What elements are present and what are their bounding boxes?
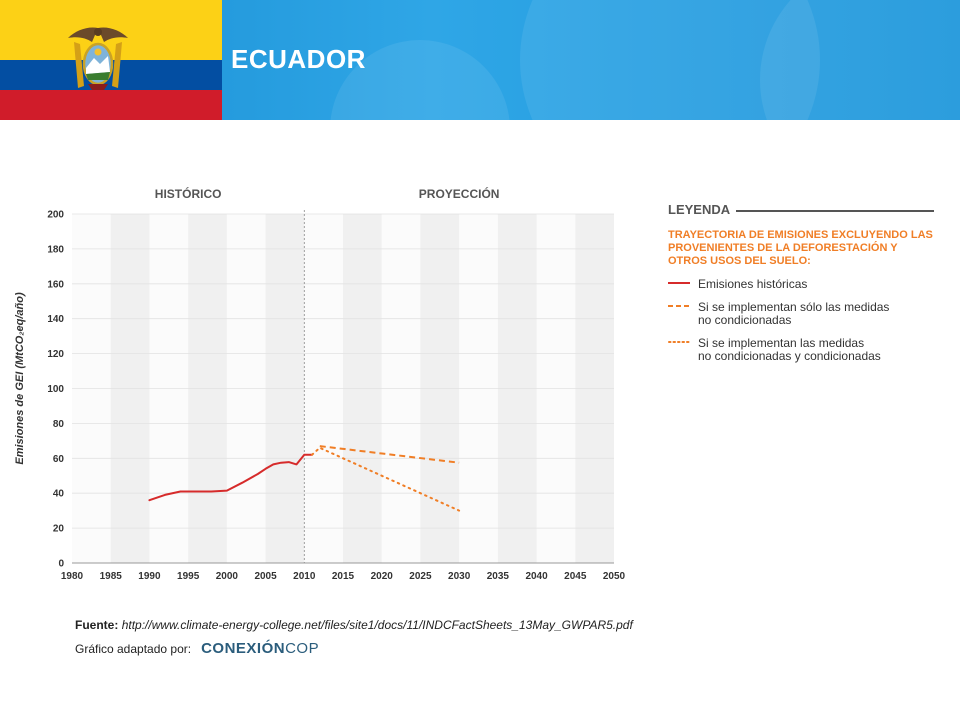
section-labels: HISTÓRICO PROYECCIÓN — [155, 186, 500, 201]
legend-swatch-solid — [668, 282, 690, 284]
x-tick-label: 2050 — [603, 571, 626, 582]
legend-item-historic: Emisiones históricas — [668, 278, 934, 291]
x-tick-label: 2025 — [409, 571, 432, 582]
legend-swatch-dashed — [668, 305, 690, 307]
x-tick-label: 1995 — [177, 571, 200, 582]
y-axis-ticks: 0 20 40 60 80 100 120 140 160 180 200 — [47, 210, 64, 570]
y-tick-label: 0 — [58, 559, 64, 570]
header-banner: ECUADOR — [0, 0, 960, 120]
decor-bubble — [520, 0, 820, 120]
brand-light: COP — [285, 640, 320, 657]
source-url[interactable]: http://www.climate-energy-college.net/fi… — [121, 618, 633, 632]
legend-title: LEYENDA — [668, 202, 934, 217]
y-tick-label: 80 — [53, 419, 65, 430]
brand-bold: CONEXIÓN — [201, 640, 286, 657]
country-title: ECUADOR — [231, 44, 366, 74]
y-tick-label: 180 — [47, 244, 64, 255]
x-tick-label: 2020 — [371, 571, 394, 582]
legend-item-label: Si se implementan sólo las medidas — [698, 300, 890, 314]
series-layer — [148, 445, 461, 512]
x-tick-label: 1980 — [61, 571, 84, 582]
y-axis-label: Emisiones de GEI (MtCO₂eq/año) — [14, 292, 26, 465]
section-label: HISTÓRICO — [155, 186, 222, 201]
y-tick-label: 140 — [47, 314, 64, 325]
x-tick-label: 2010 — [293, 571, 316, 582]
legend-item-unconditional: Si se implementan sólo las medidas no co… — [668, 301, 934, 327]
legend-item-conditional: Si se implementan las medidas no condici… — [668, 337, 934, 363]
emissions-chart: HISTÓRICO PROYECCIÓN 0 20 40 60 80 100 120 140 16… — [10, 180, 640, 590]
series-line-1 — [319, 445, 460, 464]
y-tick-label: 40 — [53, 489, 65, 500]
y-tick-label: 200 — [47, 210, 64, 221]
legend-title-rule — [736, 209, 934, 212]
legend-item-label: Si se implementan las medidas — [698, 336, 865, 350]
legend-item-label: no condicionadas — [698, 313, 792, 327]
coat-of-arms-icon — [68, 27, 128, 90]
y-tick-label: 160 — [47, 279, 64, 290]
x-tick-label: 2035 — [487, 571, 510, 582]
x-tick-label: 2040 — [525, 571, 548, 582]
legend-swatch-dotted — [668, 341, 691, 343]
x-tick-label: 1985 — [100, 571, 123, 582]
credit-line: Gráfico adaptado por: CONEXIÓNCOP — [75, 640, 319, 657]
x-axis-ticks: 1980 1985 1990 1995 2000 2005 2010 2015 2020 2025… — [61, 571, 626, 582]
source-line: Fuente: http://www.climate-energy-colleg… — [75, 618, 633, 632]
credit-label: Gráfico adaptado por: — [75, 641, 192, 656]
grid-lines — [72, 210, 614, 564]
legend-item-label: Emisiones históricas — [698, 277, 808, 291]
ecuador-flag — [0, 0, 222, 120]
y-tick-label: 120 — [47, 349, 64, 360]
series-line-0 — [148, 453, 313, 502]
y-tick-label: 100 — [47, 384, 64, 395]
y-tick-label: 60 — [53, 454, 65, 465]
conexioncop-logo: CONEXIÓNCOP — [201, 640, 319, 657]
emissions-chart-svg: HISTÓRICO PROYECCIÓN 02040608010012014016… — [14, 186, 626, 582]
section-label: PROYECCIÓN — [419, 186, 500, 201]
x-tick-label: 2005 — [254, 571, 277, 582]
x-tick-label: 2015 — [332, 571, 355, 582]
x-tick-label: 2045 — [564, 571, 587, 582]
x-tick-label: 2030 — [448, 571, 471, 582]
flag-stripe-red — [0, 90, 222, 120]
legend-item-label: no condicionadas y condicionadas — [698, 349, 881, 363]
source-label: Fuente: — [75, 618, 119, 632]
legend-title-text: LEYENDA — [668, 202, 731, 217]
legend: LEYENDA TRAYECTORIA DE EMISIONES EXCLUYE… — [668, 202, 934, 363]
decor-bubble — [760, 0, 960, 120]
x-tick-label: 2000 — [216, 571, 239, 582]
x-tick-label: 1990 — [138, 571, 161, 582]
legend-subtitle: TRAYECTORIA DE EMISIONES EXCLUYENDO LAS … — [668, 229, 933, 267]
y-tick-label: 20 — [53, 524, 65, 535]
